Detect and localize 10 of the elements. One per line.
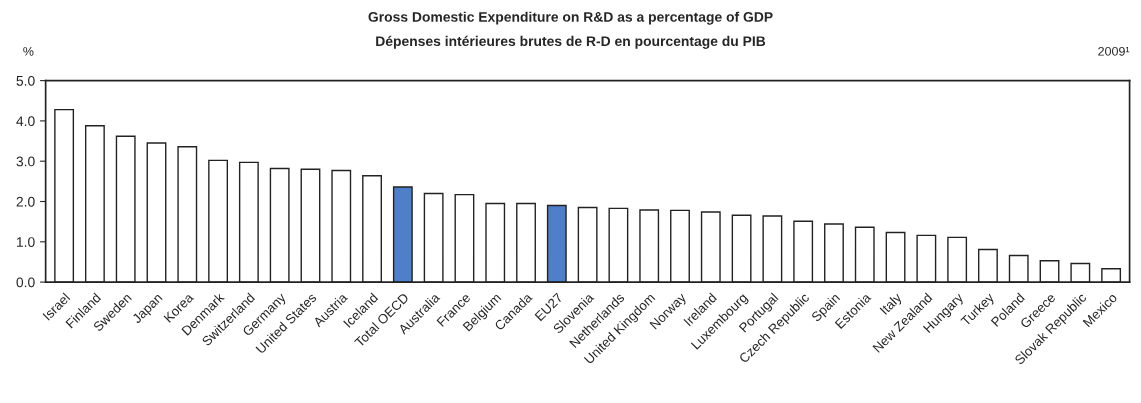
chart-subtitle: Dépenses intérieures brutes de R-D en pourcentage du PIB xyxy=(376,35,766,49)
y-tick-label: 0.0 xyxy=(16,277,35,288)
y-tick-label: 4.0 xyxy=(16,116,35,127)
y-axis-title: % xyxy=(23,46,34,56)
y-tick-label: 2.0 xyxy=(16,196,35,207)
y-tick-label: 1.0 xyxy=(16,237,35,247)
y-tick-label: 3.0 xyxy=(16,156,35,167)
text: 2009¹ xyxy=(1098,46,1130,56)
y-tick-label: 5.0 xyxy=(16,75,35,86)
chart-title: Gross Domestic Expenditure on R&D as a percentage of GDP xyxy=(368,11,773,25)
